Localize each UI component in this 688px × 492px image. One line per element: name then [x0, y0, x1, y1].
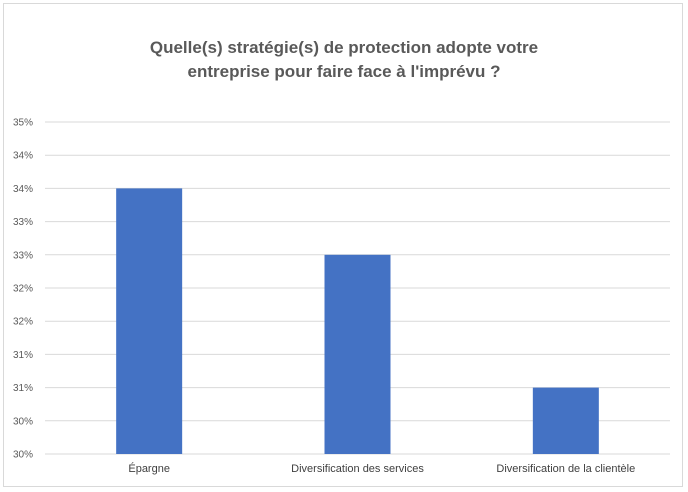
x-category-label: Diversification des services — [291, 463, 424, 475]
bar-2 — [324, 254, 391, 454]
x-category-label: Épargne — [128, 462, 170, 475]
bar-3 — [532, 387, 599, 454]
chart-title-line-2: entreprise pour faire face à l'imprévu ? — [187, 62, 501, 81]
y-tick-label: 33% — [13, 217, 33, 228]
y-tick-label: 34% — [13, 184, 33, 195]
y-tick-label: 34% — [13, 151, 33, 162]
chart-title-line-1: Quelle(s) stratégie(s) de protection ado… — [149, 38, 539, 57]
y-tick-label: 33% — [13, 250, 33, 261]
y-tick-label: 35% — [13, 118, 33, 129]
x-category-label: Diversification de la clientèle — [496, 463, 635, 475]
y-tick-label: 32% — [13, 317, 33, 328]
y-tick-label: 30% — [13, 450, 33, 461]
y-tick-label: 30% — [13, 416, 33, 427]
y-tick-label: 32% — [13, 284, 33, 295]
bar-1 — [116, 188, 183, 454]
chart-title: Quelle(s) stratégie(s) de protection ado… — [0, 36, 688, 84]
y-tick-label: 31% — [13, 383, 33, 394]
y-tick-label: 31% — [13, 350, 33, 361]
